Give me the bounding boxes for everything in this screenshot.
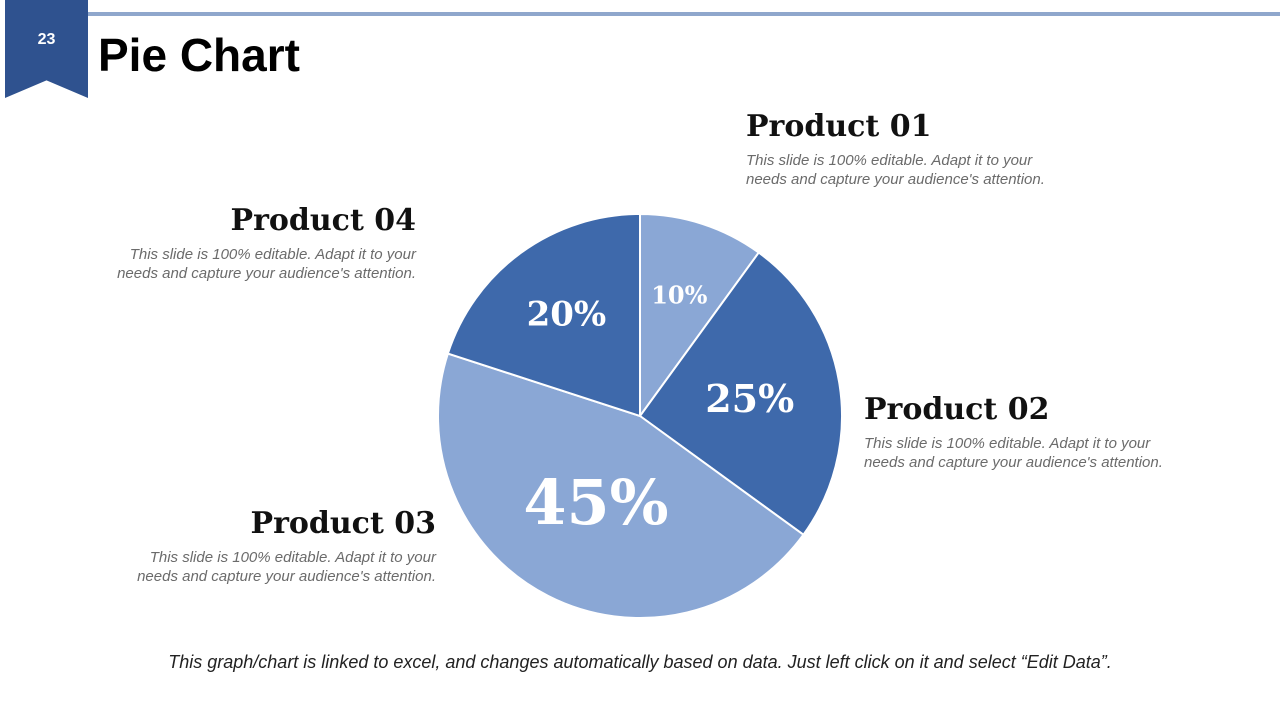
pie-slice-label-1: 10% xyxy=(651,280,707,309)
pie-slice-label-3: 45% xyxy=(523,466,668,539)
product-02-label: Product 02 This slide is 100% editable. … xyxy=(864,393,1164,472)
product-03-description: This slide is 100% editable. Adapt it to… xyxy=(137,549,436,585)
product-03-title: Product 03 xyxy=(250,506,436,541)
pie-slice-1[interactable] xyxy=(639,212,761,420)
product-01-description: This slide is 100% editable. Adapt it to… xyxy=(746,152,1045,188)
product-03-label: Product 03 This slide is 100% editable. … xyxy=(136,507,436,586)
pie-slice-label-2: 25% xyxy=(705,376,794,421)
pie-slice-2[interactable] xyxy=(638,251,843,537)
product-02-description: This slide is 100% editable. Adapt it to… xyxy=(864,435,1163,471)
slide-number: 23 xyxy=(37,31,56,48)
product-02-title: Product 02 xyxy=(864,392,1050,427)
product-04-description: This slide is 100% editable. Adapt it to… xyxy=(117,246,416,282)
pie-slice-label-4: 20% xyxy=(527,295,607,335)
product-01-label: Product 01 This slide is 100% editable. … xyxy=(746,110,1046,189)
product-04-title: Product 04 xyxy=(230,203,416,238)
pie-slice-4[interactable] xyxy=(446,212,641,418)
footer-note: This graph/chart is linked to excel, and… xyxy=(168,652,1112,672)
top-rule xyxy=(88,12,1280,16)
product-01-title: Product 01 xyxy=(746,109,932,144)
page-title: Pie Chart xyxy=(98,29,300,81)
pie-slice-3[interactable] xyxy=(437,352,805,619)
product-04-label: Product 04 This slide is 100% editable. … xyxy=(116,204,416,283)
